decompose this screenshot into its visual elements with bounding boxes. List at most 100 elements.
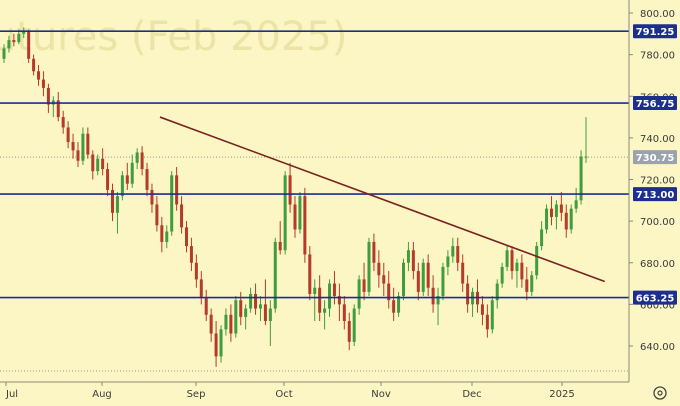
candle-body [56,100,60,118]
level-price-label: 791.25 [636,27,675,38]
x-tick-label: Oct [275,389,292,400]
level-price-label: 756.75 [636,99,675,110]
candle-body [283,175,287,251]
candle-body [41,79,45,88]
x-tick-label: Dec [462,389,481,400]
candle-body [485,314,489,330]
y-tick-label: 680.00 [640,259,675,270]
candle-body [184,227,188,247]
candle-body [125,175,129,184]
candle-body [224,314,228,330]
candle-body [530,275,534,292]
candle-body [46,87,50,105]
candle-body [273,241,277,309]
candle-body [61,117,65,128]
candle-body [96,158,100,172]
candle-body [278,241,282,251]
candle-body [27,31,31,59]
candle-body [37,71,41,80]
candle-body [406,250,410,263]
y-tick-label: 640.00 [640,342,675,353]
candle-body [199,279,203,299]
candle-body [135,152,139,163]
candle-body [500,266,504,284]
candle-body [510,250,514,272]
level-price-label-box [633,96,677,111]
candle-body [480,304,484,315]
level-price-label: 713.00 [636,190,675,201]
candle-body [234,300,238,334]
y-tick-label: 740.00 [640,134,675,145]
candle-body [347,321,351,342]
y-tick-label: 660.00 [640,300,675,311]
y-tick-label: 720.00 [640,176,675,187]
candle-body [145,169,149,190]
settings-gear-icon[interactable] [653,386,667,400]
candle-body [540,229,544,247]
candle-body [71,142,75,151]
candle-body [91,154,95,172]
y-tick-label: 700.00 [640,217,675,228]
candle-body [416,271,420,292]
candle-body [392,300,396,313]
y-tick-label: 780.00 [640,51,675,62]
candle-body [219,329,223,357]
candle-body [372,241,376,263]
candle-body [308,254,312,294]
candle-body [81,133,85,161]
candle-body [106,169,110,190]
candle-body [101,158,105,170]
trendline[interactable] [159,116,605,283]
price-axis[interactable] [629,0,680,406]
level-price-label: 663.25 [636,294,675,305]
candle-body [574,200,578,209]
candle-body [466,283,470,305]
x-tick-label: Sep [187,389,206,400]
candle-body [258,304,262,309]
candle-body [446,256,450,267]
candle-body [451,246,455,257]
candle-body [17,33,21,43]
candle-body [2,48,6,59]
candle-body [214,333,218,357]
candle-body [268,308,272,322]
candle-body [12,40,16,43]
x-tick-label: 2025 [549,389,574,400]
candle-body [549,208,553,217]
candle-body [140,152,144,170]
candle-body [564,212,568,230]
candle-body [569,208,573,230]
candle-body [204,298,208,315]
candle-body [115,196,119,213]
candle-body [332,283,336,297]
candle-body [490,300,494,330]
candle-body [367,241,371,292]
level-price-label-box [633,24,677,39]
candle-body [180,204,184,228]
x-tick-label: Nov [371,389,391,400]
candle-body [175,175,179,205]
candle-body [170,175,174,232]
candle-body [337,296,341,305]
x-tick-label: Jul [5,389,18,400]
candle-body [298,196,302,230]
level-price-label-box [633,290,677,305]
candle-body [402,262,406,297]
candle-body [244,308,248,317]
level-price-label-box [633,187,677,202]
candle-body [382,275,386,284]
candle-body [303,196,307,255]
candle-body [545,208,549,230]
candle-body [328,283,332,309]
candle-body [421,262,425,292]
candle-body [194,262,198,280]
candle-body [579,156,583,201]
candle-body [495,283,499,301]
candle-body [456,246,460,263]
candle-body [505,250,509,267]
candle-body [318,287,322,313]
candle-body [411,250,415,272]
candle-body [431,287,435,305]
last-price-label: 730.75 [636,153,675,164]
